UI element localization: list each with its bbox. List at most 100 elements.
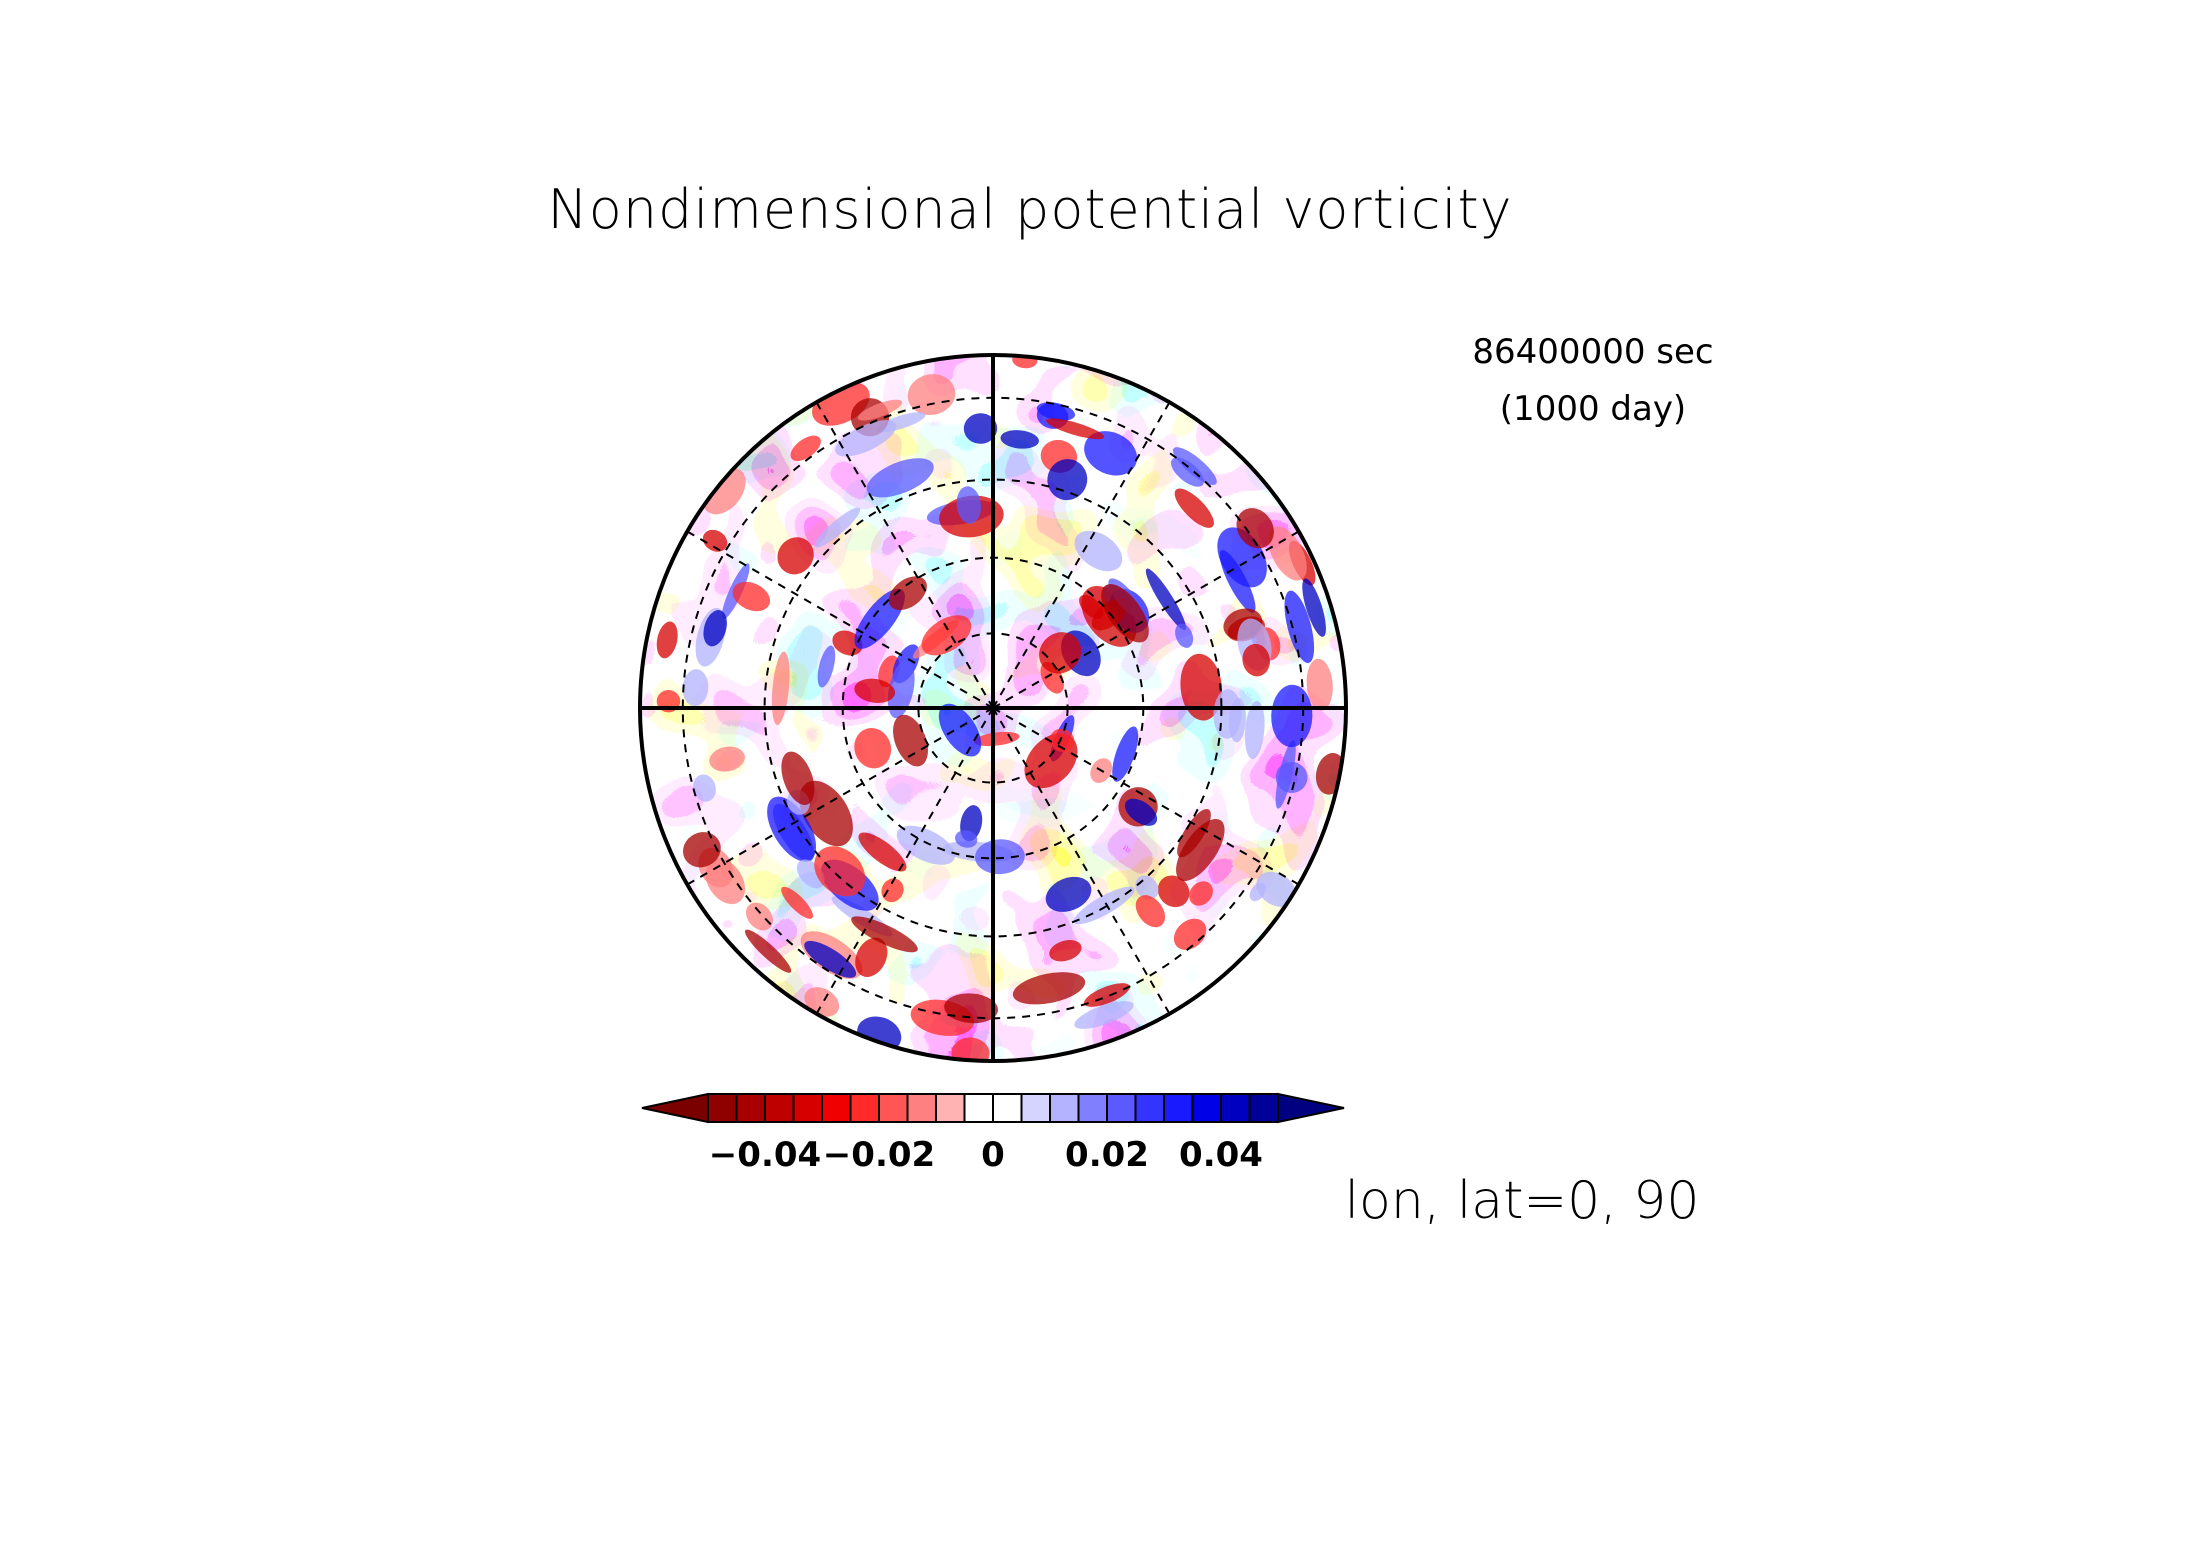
vorticity-cell <box>1284 590 1315 663</box>
vorticity-cell <box>963 413 998 444</box>
vorticity-cell <box>790 435 821 461</box>
vorticity-cell <box>702 529 728 552</box>
vorticity-cell <box>746 902 773 931</box>
colorbar-tick-label: −0.02 <box>823 1135 935 1175</box>
colorbar-box <box>1163 1093 1194 1123</box>
colorbar-tick-label: 0.04 <box>1179 1135 1263 1175</box>
vorticity-cell <box>682 669 709 707</box>
colorbar-tick-label: 0.02 <box>1065 1135 1149 1175</box>
vorticity-cell <box>1170 457 1205 487</box>
vorticity-cell <box>1079 594 1104 619</box>
vorticity-cell <box>1124 798 1158 826</box>
time-seconds-label: 86400000 sec <box>1472 332 1713 372</box>
vorticity-cell <box>767 796 817 862</box>
map-boundary <box>638 353 1348 1063</box>
vorticity-cell <box>1180 653 1223 721</box>
vorticity-cell <box>709 746 745 772</box>
vorticity-cell <box>855 937 888 978</box>
vorticity-cell <box>1173 918 1207 950</box>
vorticity-cell <box>744 929 792 973</box>
colorbar-box <box>878 1093 909 1123</box>
vorticity-cell <box>866 458 934 498</box>
vorticity-cell <box>896 825 956 865</box>
vorticity-cell <box>854 728 892 769</box>
vorticity-cell <box>1275 761 1308 793</box>
vorticity-cell <box>1046 418 1105 440</box>
vorticity-cell <box>732 581 771 612</box>
vorticity-cell <box>1112 726 1139 782</box>
colorbar-box <box>821 1093 852 1123</box>
vorticity-cell <box>1101 584 1149 643</box>
vorticity-cell <box>854 678 896 703</box>
vorticity-cell <box>944 993 999 1024</box>
vorticity-cell <box>781 751 815 805</box>
colorbar-box <box>849 1093 880 1123</box>
vorticity-cell <box>1000 430 1039 449</box>
vorticity-cell <box>938 703 982 757</box>
vorticity-cell <box>777 537 814 575</box>
vorticity-cell <box>887 660 915 719</box>
vorticity-cell <box>1074 1001 1134 1029</box>
coordinate-label: lon, lat=0, 90 <box>1345 1171 1700 1231</box>
vorticity-cell <box>693 774 716 802</box>
vorticity-cell <box>1189 881 1213 906</box>
colorbar-box <box>792 1093 823 1123</box>
vorticity-cell <box>1084 431 1138 476</box>
colorbar-extend-low <box>641 1092 709 1124</box>
polar-map <box>638 353 1348 1063</box>
vorticity-cell <box>1074 530 1123 572</box>
colorbar-extend-high <box>1277 1092 1345 1124</box>
vorticity-cell <box>1174 488 1214 528</box>
vorticity-cell <box>1039 632 1082 674</box>
vorticity-cell <box>851 916 918 953</box>
vorticity-cell <box>1049 728 1075 752</box>
vorticity-cell <box>888 576 927 611</box>
colorbar-box <box>1049 1093 1080 1123</box>
vorticity-cell <box>893 714 928 767</box>
vorticity-cell <box>907 374 956 416</box>
vorticity-cell <box>1045 876 1092 912</box>
vorticity-cell <box>1256 871 1297 907</box>
vorticity-cell <box>857 399 903 421</box>
vorticity-cell <box>814 846 866 897</box>
vorticity-cell <box>1157 875 1190 908</box>
colorbar-box <box>1248 1093 1279 1123</box>
colorbar-tick-label: −0.04 <box>709 1135 821 1175</box>
colorbar-box <box>735 1093 766 1123</box>
vorticity-cell <box>951 1037 990 1061</box>
chart-title: Nondimensional potential vorticity <box>547 178 1512 241</box>
vorticity-cell <box>817 645 836 688</box>
vorticity-cell <box>921 615 972 656</box>
colorbar-box <box>992 1093 1023 1123</box>
vorticity-cell <box>1175 623 1194 648</box>
vorticity-cell <box>956 486 982 524</box>
vorticity-cell <box>1306 658 1333 711</box>
colorbar-box <box>1220 1093 1251 1123</box>
vorticity-cell <box>1302 578 1326 637</box>
time-days-label: (1000 day) <box>1500 389 1686 429</box>
colorbar: −0.04 −0.02 0 0.02 0.04 <box>641 1092 1345 1175</box>
colorbar-box <box>906 1093 937 1123</box>
vorticity-cell <box>1135 895 1166 928</box>
colorbar-box <box>1191 1093 1222 1123</box>
vorticity-cell <box>1242 643 1270 677</box>
colorbar-box <box>1106 1093 1137 1123</box>
vorticity-cell <box>858 832 907 872</box>
colorbar-box <box>1077 1093 1108 1123</box>
vorticity-cell <box>881 878 904 903</box>
vorticity-cell <box>835 420 897 457</box>
graticule <box>640 355 1346 1061</box>
vorticity-blobs <box>656 355 1346 1061</box>
vorticity-cell <box>814 507 861 548</box>
colorbar-box <box>963 1093 994 1123</box>
vorticity-cell <box>1268 526 1307 581</box>
vorticity-cell <box>1244 700 1265 760</box>
colorbar-box <box>1134 1093 1165 1123</box>
vorticity-cell <box>1145 568 1186 631</box>
vorticity-cell <box>682 832 721 868</box>
vorticity-cell <box>1049 940 1082 962</box>
vorticity-cell <box>1176 818 1225 882</box>
vorticity-cell <box>1012 972 1086 1005</box>
colorbar-box <box>1020 1093 1051 1123</box>
